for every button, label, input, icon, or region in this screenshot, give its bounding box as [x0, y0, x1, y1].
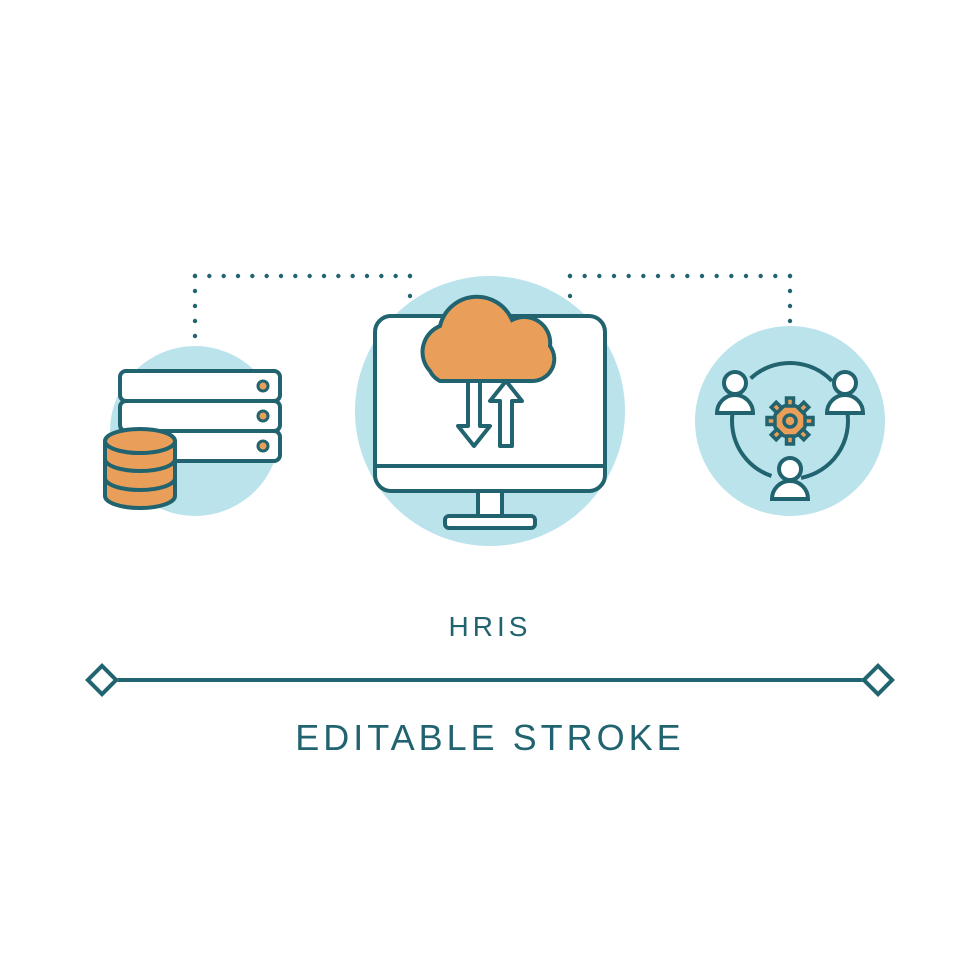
team-icon: [695, 326, 885, 516]
divider-handle-right: [861, 663, 895, 697]
divider: [90, 668, 890, 692]
title-label: HRIS: [449, 611, 532, 643]
divider-handle-left: [85, 663, 119, 697]
icons-svg: [40, 221, 940, 581]
subtitle-label: EDITABLE STROKE: [295, 717, 684, 759]
infographic-container: HRIS EDITABLE STROKE: [40, 221, 940, 759]
icons-row: [40, 221, 940, 581]
monitor-icon: [355, 276, 625, 546]
divider-line: [114, 678, 866, 682]
database-icon: [105, 346, 280, 516]
